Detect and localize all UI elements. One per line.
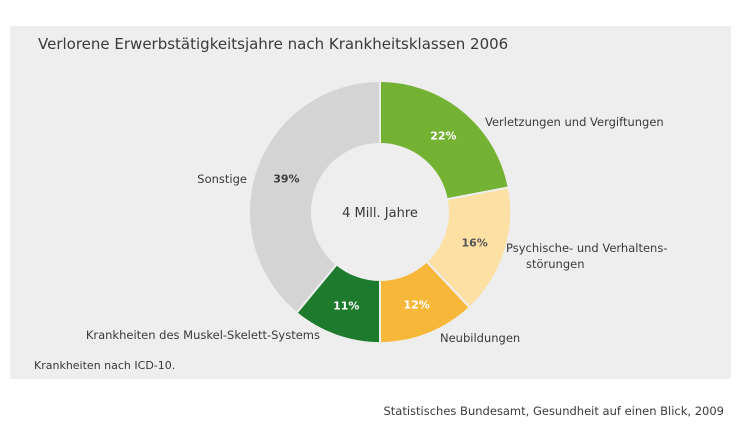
slice-category-label: Verletzungen und Vergiftungen [485,115,664,129]
footnote: Krankheiten nach ICD-10. [34,359,176,372]
slice-category-label: Neubildungen [440,331,520,345]
slice-sonstige [248,79,381,315]
slice-value-label: 11% [333,300,359,313]
slice-value-label: 22% [430,129,456,142]
slice-value-label: 39% [273,172,299,185]
slice-value-label: 12% [403,299,429,312]
slice-verletzungen-und-vergiftungen [379,79,510,201]
slice-category-label: Krankheiten des Muskel-Skelett-Systems [86,328,320,342]
slice-category-label: Sonstige [197,172,247,186]
source-note: Statistisches Bundesamt, Gesundheit auf … [383,404,724,418]
donut-chart: 22% Verletzungen und Vergiftungen 16% Psych… [86,79,667,345]
chart-title: Verlorene Erwerbstätigkeitsjahre nach Kr… [38,35,509,53]
slice-value-label: 16% [461,237,487,250]
chart-panel: Verlorene Erwerbstätigkeitsjahre nach Kr… [10,26,731,379]
center-label: 4 Mill. Jahre [342,206,418,221]
slice-category-label: Psychische- und Verhaltens-störungen [506,241,667,271]
